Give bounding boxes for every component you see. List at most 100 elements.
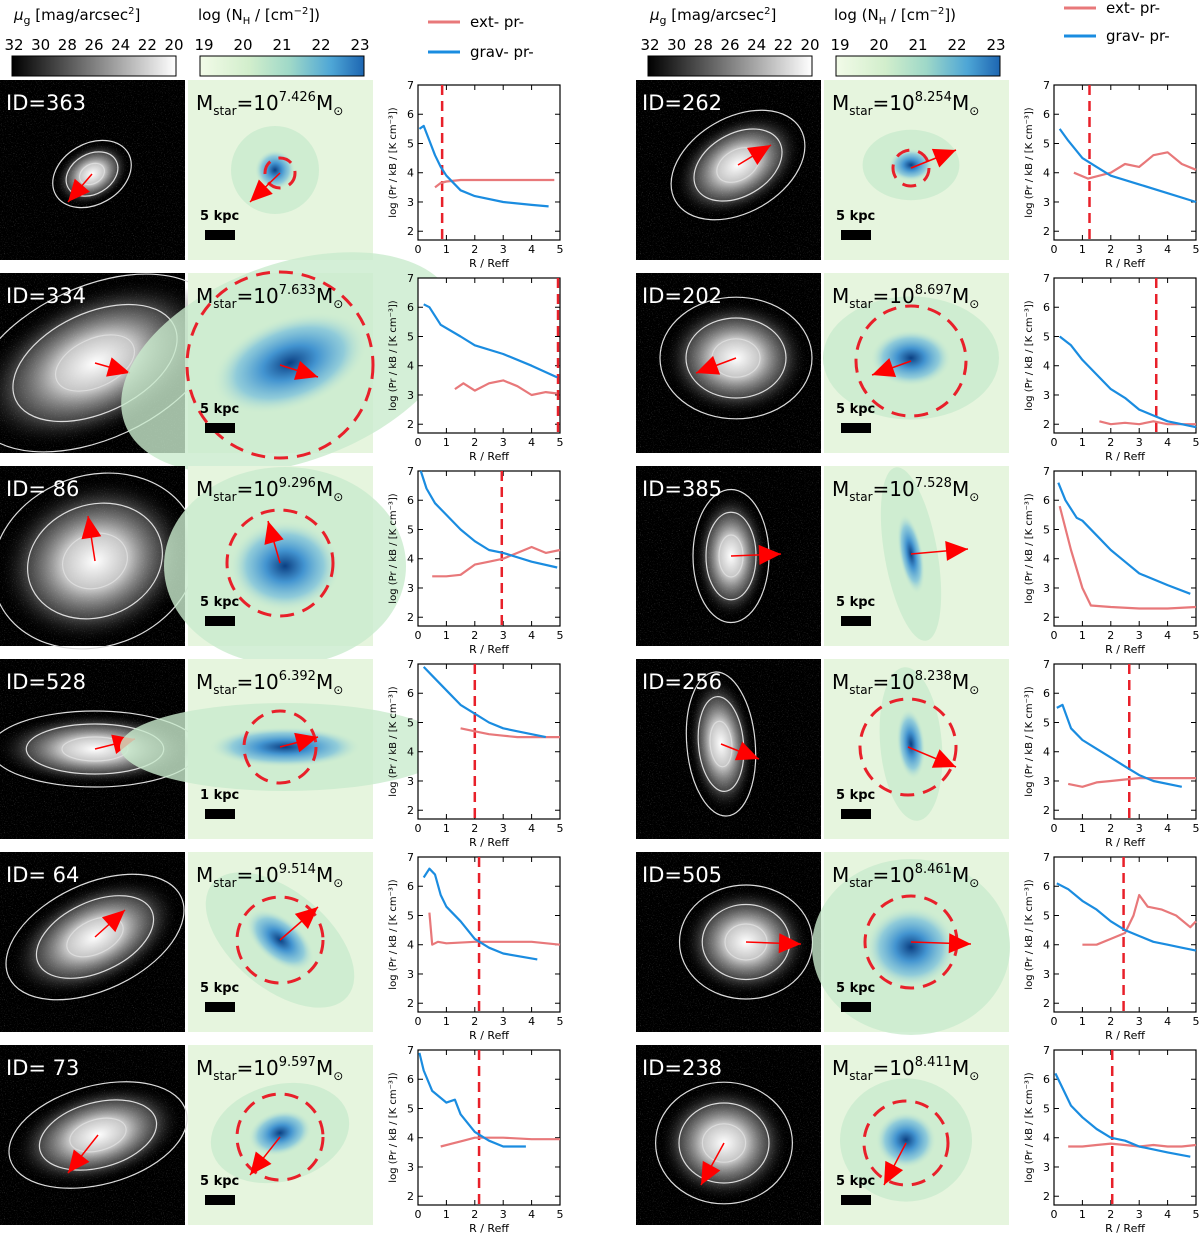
y-tick-label: 7: [1043, 465, 1050, 478]
x-tick-label: 4: [528, 1208, 535, 1221]
stellar-mass-subscript: star: [849, 683, 872, 697]
surface-brightness-contour: [701, 1123, 747, 1163]
y-tick-label: 4: [1043, 167, 1050, 180]
y-tick-label: 6: [1043, 1073, 1050, 1086]
stellar-mass-symbol: M: [196, 284, 213, 308]
stellar-mass-subscript: star: [849, 876, 872, 890]
x-tick-label: 3: [1136, 243, 1143, 256]
direction-arrow-head: [948, 933, 971, 954]
y-tick-label: 5: [1043, 716, 1050, 729]
pressure-profile-chart: 2 3 4 5 6 7 0 1 2 3 4 5 R / Reff log (Pr / kB / [K cm…: [1024, 1044, 1200, 1235]
gravitational-pressure-line: [1056, 882, 1197, 952]
y-tick-label: 5: [407, 330, 414, 343]
surface-brightness-contour: [8, 1081, 188, 1189]
stellar-mass-symbol: M: [832, 477, 849, 501]
y-tick-label: 4: [407, 167, 414, 180]
y-tick-label: 3: [407, 775, 414, 788]
scale-bar-label: 5 kpc: [200, 595, 239, 610]
gravitational-pressure-line: [422, 666, 547, 739]
x-tick-label: 1: [443, 1208, 450, 1221]
gas-distribution: [230, 521, 340, 611]
stellar-mass-unit-subscript: ⊙: [969, 297, 979, 311]
galaxy-id-label: ID= 64: [6, 863, 79, 887]
direction-arrow-head: [250, 1151, 272, 1175]
stellar-mass-label: Mstar=109.597M⊙: [196, 1055, 343, 1083]
surface-brightness-contour: [52, 139, 132, 209]
x-tick-label: 4: [528, 1015, 535, 1028]
y-tick-label: 7: [407, 1044, 414, 1057]
stellar-mass-base: =10: [873, 284, 915, 308]
x-tick-label: 1: [1079, 243, 1086, 256]
stellar-mass-base: =10: [237, 477, 279, 501]
stellar-mass-subscript: star: [213, 297, 236, 311]
scale-bar: [205, 230, 235, 240]
legend-right: ext- pr- grav- pr-: [1064, 0, 1170, 45]
plot-frame: [1053, 856, 1197, 1013]
y-tick-label: 7: [1043, 1044, 1050, 1057]
plot-frame: [1053, 84, 1197, 241]
y-tick-label: 6: [1043, 494, 1050, 507]
x-tick-label: 4: [1164, 822, 1171, 835]
x-tick-label: 1: [1079, 629, 1086, 642]
stripping-radius-circle: [235, 1092, 325, 1182]
y-tick-label: 6: [407, 687, 414, 700]
gravitational-pressure-line: [418, 1052, 526, 1148]
stellar-mass-unit-subscript: ⊙: [969, 876, 979, 890]
x-axis-label: R / Reff: [1105, 836, 1145, 849]
x-tick-label: 0: [1051, 822, 1058, 835]
external-pressure-line: [454, 379, 558, 397]
y-tick-label: 3: [1043, 775, 1050, 788]
stripping-radius-circle: [185, 270, 375, 460]
y-tick-label: 5: [407, 909, 414, 922]
plot-frame: [417, 470, 561, 627]
colorbar-tick-label: 22: [774, 36, 793, 54]
x-tick-label: 4: [528, 629, 535, 642]
x-tick-label: 5: [557, 1208, 564, 1221]
y-tick-label: 6: [407, 880, 414, 893]
nh-colorbar-ticks-right: 19 20 21 22 23: [830, 36, 1005, 54]
y-tick-label: 5: [1043, 1102, 1050, 1115]
y-tick-label: 4: [1043, 939, 1050, 952]
y-axis-label: log (Pr / kB / [K cm⁻³]): [388, 107, 399, 217]
colorbar-tick-label: 26: [84, 36, 103, 54]
gravitational-pressure-line: [1057, 482, 1191, 595]
gas-distribution: [871, 330, 951, 386]
legend: ext- pr- grav- pr-: [428, 13, 534, 61]
stellar-mass-symbol: M: [832, 284, 849, 308]
x-tick-label: 0: [415, 243, 422, 256]
stripping-radius-circle: [862, 1099, 950, 1187]
stellar-mass-exponent: 8.411: [915, 1055, 952, 1070]
x-tick-label: 2: [471, 822, 478, 835]
scale-bar: [841, 1195, 871, 1205]
stellar-mass-unit: M: [952, 284, 969, 308]
y-tick-label: 3: [407, 968, 414, 981]
stellar-mass-exponent: 9.597: [279, 1055, 316, 1070]
stellar-mass-label: Mstar=107.633M⊙: [196, 283, 343, 311]
galaxy-id-label: ID= 73: [6, 1056, 79, 1080]
y-tick-label: 2: [407, 418, 414, 431]
stellar-mass-exponent: 7.633: [279, 283, 316, 298]
colorbar-tick-label: 22: [947, 36, 966, 54]
header-left: μg [mag/arcsec2] log (NH / [cm−2]) 32 30 2…: [4, 6, 534, 77]
x-tick-label: 3: [1136, 822, 1143, 835]
colorbar-tick-label: 22: [138, 36, 157, 54]
x-tick-label: 2: [1107, 1015, 1114, 1028]
surface-brightness-contour: [66, 916, 124, 958]
stellar-mass-base: =10: [873, 863, 915, 887]
x-tick-label: 4: [1164, 1015, 1171, 1028]
surface-brightness-contour: [693, 128, 783, 202]
y-axis-label: log (Pr / kB / [K cm⁻³]): [1024, 107, 1035, 217]
y-tick-label: 5: [407, 716, 414, 729]
external-pressure-line: [428, 912, 561, 946]
direction-arrow-head: [747, 145, 771, 165]
y-tick-label: 5: [407, 523, 414, 536]
y-tick-label: 4: [1043, 1132, 1050, 1145]
galaxy-id-label: ID=202: [642, 284, 722, 308]
x-tick-label: 5: [557, 1015, 564, 1028]
y-tick-label: 5: [1043, 909, 1050, 922]
stellar-mass-unit-subscript: ⊙: [333, 297, 343, 311]
